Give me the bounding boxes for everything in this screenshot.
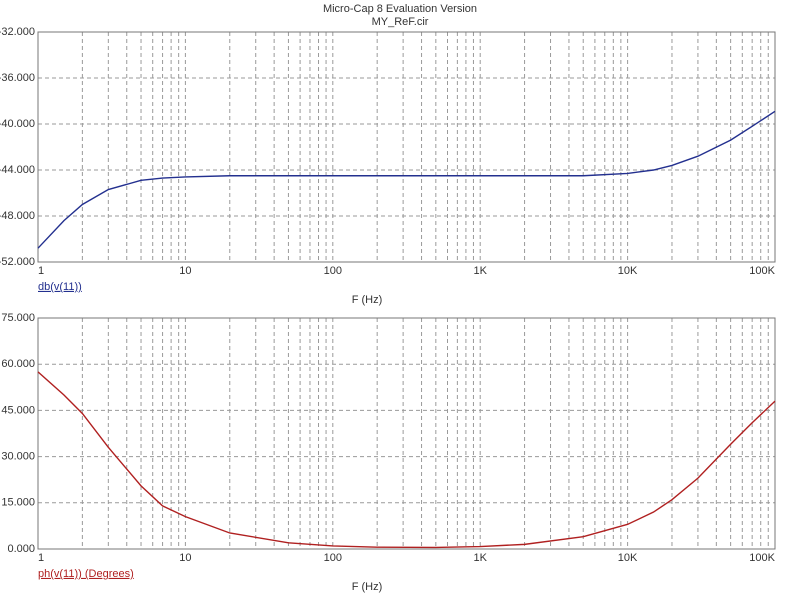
x-axis-label: F (Hz)	[352, 294, 383, 306]
plot-frame	[37, 31, 776, 263]
x-tick-label: 100K	[749, 265, 775, 277]
plot-frame	[37, 317, 776, 550]
y-tick-label: -48.000	[0, 210, 35, 222]
trace	[37, 371, 776, 549]
chart-subtitle: MY_ReF.cir	[372, 16, 429, 28]
y-tick-label: 45.000	[1, 404, 35, 416]
x-axis-label: F (Hz)	[352, 581, 383, 593]
x-tick-label: 10	[179, 265, 191, 277]
x-tick-label: 100	[324, 552, 342, 564]
legend-label: db(v(11))	[38, 281, 82, 293]
legend-label: ph(v(11)) (Degrees)	[38, 568, 134, 580]
y-tick-label: 75.000	[1, 312, 35, 324]
y-tick-label: 60.000	[1, 358, 35, 370]
x-tick-label: 1K	[473, 265, 487, 277]
y-tick-label: 15.000	[1, 497, 35, 509]
x-tick-label: 10	[179, 552, 191, 564]
y-tick-label: -40.000	[0, 118, 35, 130]
y-tick-label: -32.000	[0, 26, 35, 38]
x-tick-label: 100	[324, 265, 342, 277]
y-tick-label: -36.000	[0, 72, 35, 84]
trace	[37, 110, 776, 249]
y-tick-label: 0.000	[7, 543, 35, 555]
x-tick-label: 10K	[618, 552, 638, 564]
x-tick-label: 1K	[473, 552, 487, 564]
y-tick-label: -52.000	[0, 256, 35, 268]
chart-title: Micro-Cap 8 Evaluation Version	[323, 3, 477, 15]
x-tick-label: 10K	[618, 265, 638, 277]
x-tick-label: 100K	[749, 552, 775, 564]
x-tick-label: 1	[38, 552, 44, 564]
y-tick-label: 30.000	[1, 451, 35, 463]
y-tick-label: -44.000	[0, 164, 35, 176]
x-tick-label: 1	[38, 265, 44, 277]
